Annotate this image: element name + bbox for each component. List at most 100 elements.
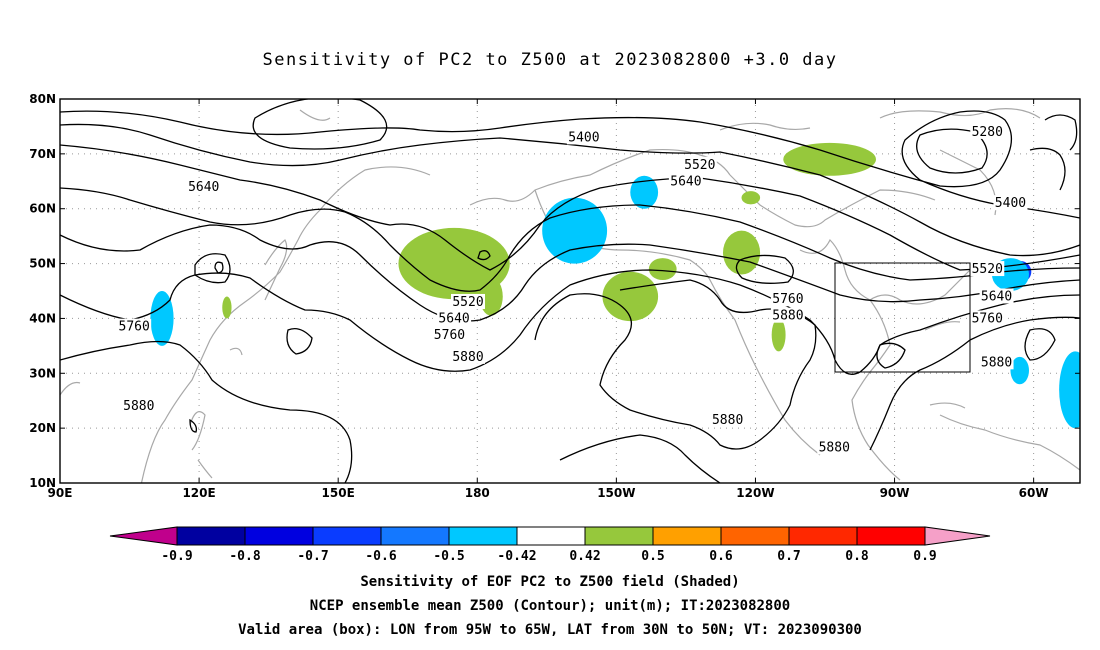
y-tick-label: 70N — [29, 147, 56, 161]
contour-label: 5760 — [434, 328, 465, 343]
sensitivity-patch — [771, 318, 786, 352]
contour-label: 5880 — [981, 355, 1012, 370]
colorbar-label: 0.6 — [709, 549, 733, 564]
x-tick-label: 60W — [1019, 486, 1049, 500]
colorbar-label: 0.42 — [569, 549, 600, 564]
contour-label: 5640 — [981, 289, 1012, 304]
colorbar-arrow-right — [924, 526, 991, 546]
colorbar-box — [176, 526, 246, 546]
x-tick-label: 120W — [736, 486, 774, 500]
contour-label-bg — [970, 123, 1005, 139]
contour-label: 5760 — [119, 320, 150, 335]
contour-label: 5400 — [568, 130, 599, 145]
sensitivity-patch — [783, 142, 876, 176]
colorbar-label: 0.5 — [641, 549, 664, 564]
colorbar-box — [856, 526, 926, 546]
colorbar-box — [788, 526, 858, 546]
contour-label: 5880 — [772, 309, 803, 324]
contour-label-bg — [993, 195, 1028, 211]
sensitivity-patch — [222, 296, 232, 319]
x-tick-label: 150W — [597, 486, 635, 500]
contour-label-bg — [451, 293, 485, 309]
contour-label-bg — [979, 288, 1014, 304]
contour-label-bg — [437, 310, 472, 326]
y-tick-label: 80N — [29, 92, 56, 106]
colorbar-label: -0.9 — [161, 549, 192, 564]
colorbar-label: 0.9 — [913, 549, 936, 564]
grid-lines — [60, 99, 1080, 483]
sensitivity-patch — [723, 230, 761, 275]
contour-label-bg — [970, 261, 1005, 277]
contour-label: 5640 — [188, 180, 219, 195]
y-tick-label: 20N — [29, 421, 56, 435]
y-tick-label: 50N — [29, 257, 56, 271]
contour-label-bg — [121, 398, 156, 414]
colorbar-label: -0.8 — [229, 549, 260, 564]
chart-title: Sensitivity of PC2 to Z500 at 2023082800… — [262, 50, 838, 70]
colorbar-box — [584, 526, 654, 546]
contour-label-bg — [451, 348, 485, 364]
x-tick-label: 90E — [48, 486, 73, 500]
y-tick-label: 60N — [29, 202, 56, 216]
contour-label-bg — [710, 411, 745, 427]
contour-labels: 5400 528055205640564054005520564057605880… — [117, 123, 1028, 455]
contour-label-bg — [117, 318, 152, 334]
x-tick-label: 120E — [182, 486, 215, 500]
colorbar-box — [380, 526, 450, 546]
contour-label-bg — [979, 354, 1014, 370]
contour-label-bg — [770, 307, 805, 323]
y-tick-label: 40N — [29, 311, 56, 325]
contour-label: 5520 — [452, 295, 483, 310]
contour-label: 5880 — [452, 350, 483, 365]
caption-line-3: Valid area (box): LON from 95W to 65W, L… — [238, 622, 862, 638]
contour-label-bg — [817, 439, 852, 455]
contour-label: 5760 — [772, 292, 803, 307]
colorbar-label: -0.42 — [497, 549, 536, 564]
contour-label: 5880 — [123, 399, 154, 414]
contour-label: 5880 — [819, 440, 850, 455]
colorbar-arrow-left — [109, 526, 178, 546]
x-tick-label: 150E — [322, 486, 355, 500]
axis-ticks: 90E 120E 150E 180 150W 120W 90W 60W 10N 20N 30N 40N… — [29, 92, 1080, 500]
contour-label: 5640 — [438, 311, 469, 326]
contour-label-bg — [186, 178, 221, 194]
sensitivity-patch — [741, 191, 761, 205]
contour-label: 5400 — [995, 196, 1026, 211]
contour-label-bg — [682, 156, 717, 172]
contour-label: 5760 — [972, 311, 1003, 326]
colorbar-box — [312, 526, 382, 546]
contour-label-bg — [970, 310, 1005, 326]
sensitivity-patch — [648, 258, 677, 281]
colorbar-label: -0.5 — [433, 549, 464, 564]
y-tick-label: 30N — [29, 366, 56, 380]
colorbar-label: -0.6 — [365, 549, 396, 564]
contour-label: 5520 — [972, 262, 1003, 277]
contour-label-bg — [432, 326, 467, 342]
caption-line-1: Sensitivity of EOF PC2 to Z500 field (Sh… — [360, 574, 740, 590]
colorbar-label: 0.8 — [845, 549, 869, 564]
sensitivity-patch — [630, 175, 659, 209]
contour-label: 5280 — [972, 125, 1003, 140]
contour-label-bg — [668, 173, 703, 189]
colorbar-box — [516, 526, 586, 546]
plot-frame — [59, 98, 1081, 484]
colorbar-label: 0.7 — [777, 549, 800, 564]
colorbar: -0.9 -0.8 -0.7 -0.6 -0.5 -0.42 0.42 0.5 0.6 0.7 0.… — [109, 526, 991, 564]
contour-label: 5520 — [684, 158, 715, 173]
sensitivity-patch — [1010, 356, 1029, 385]
x-tick-label: 90W — [880, 486, 910, 500]
x-tick-label: 180 — [465, 486, 490, 500]
sensitivity-patch — [479, 277, 503, 316]
colorbar-box — [652, 526, 722, 546]
y-tick-label: 10N — [29, 476, 56, 490]
valid-area-box — [834, 262, 971, 373]
colorbar-box — [244, 526, 314, 546]
colorbar-label: -0.7 — [297, 549, 328, 564]
sensitivity-shading — [150, 142, 1080, 429]
colorbar-box — [448, 526, 518, 546]
sensitivity-patch — [398, 227, 510, 300]
z500-contours — [60, 99, 1080, 483]
sensitivity-patch — [150, 291, 174, 346]
contour-label-bg — [770, 291, 805, 307]
